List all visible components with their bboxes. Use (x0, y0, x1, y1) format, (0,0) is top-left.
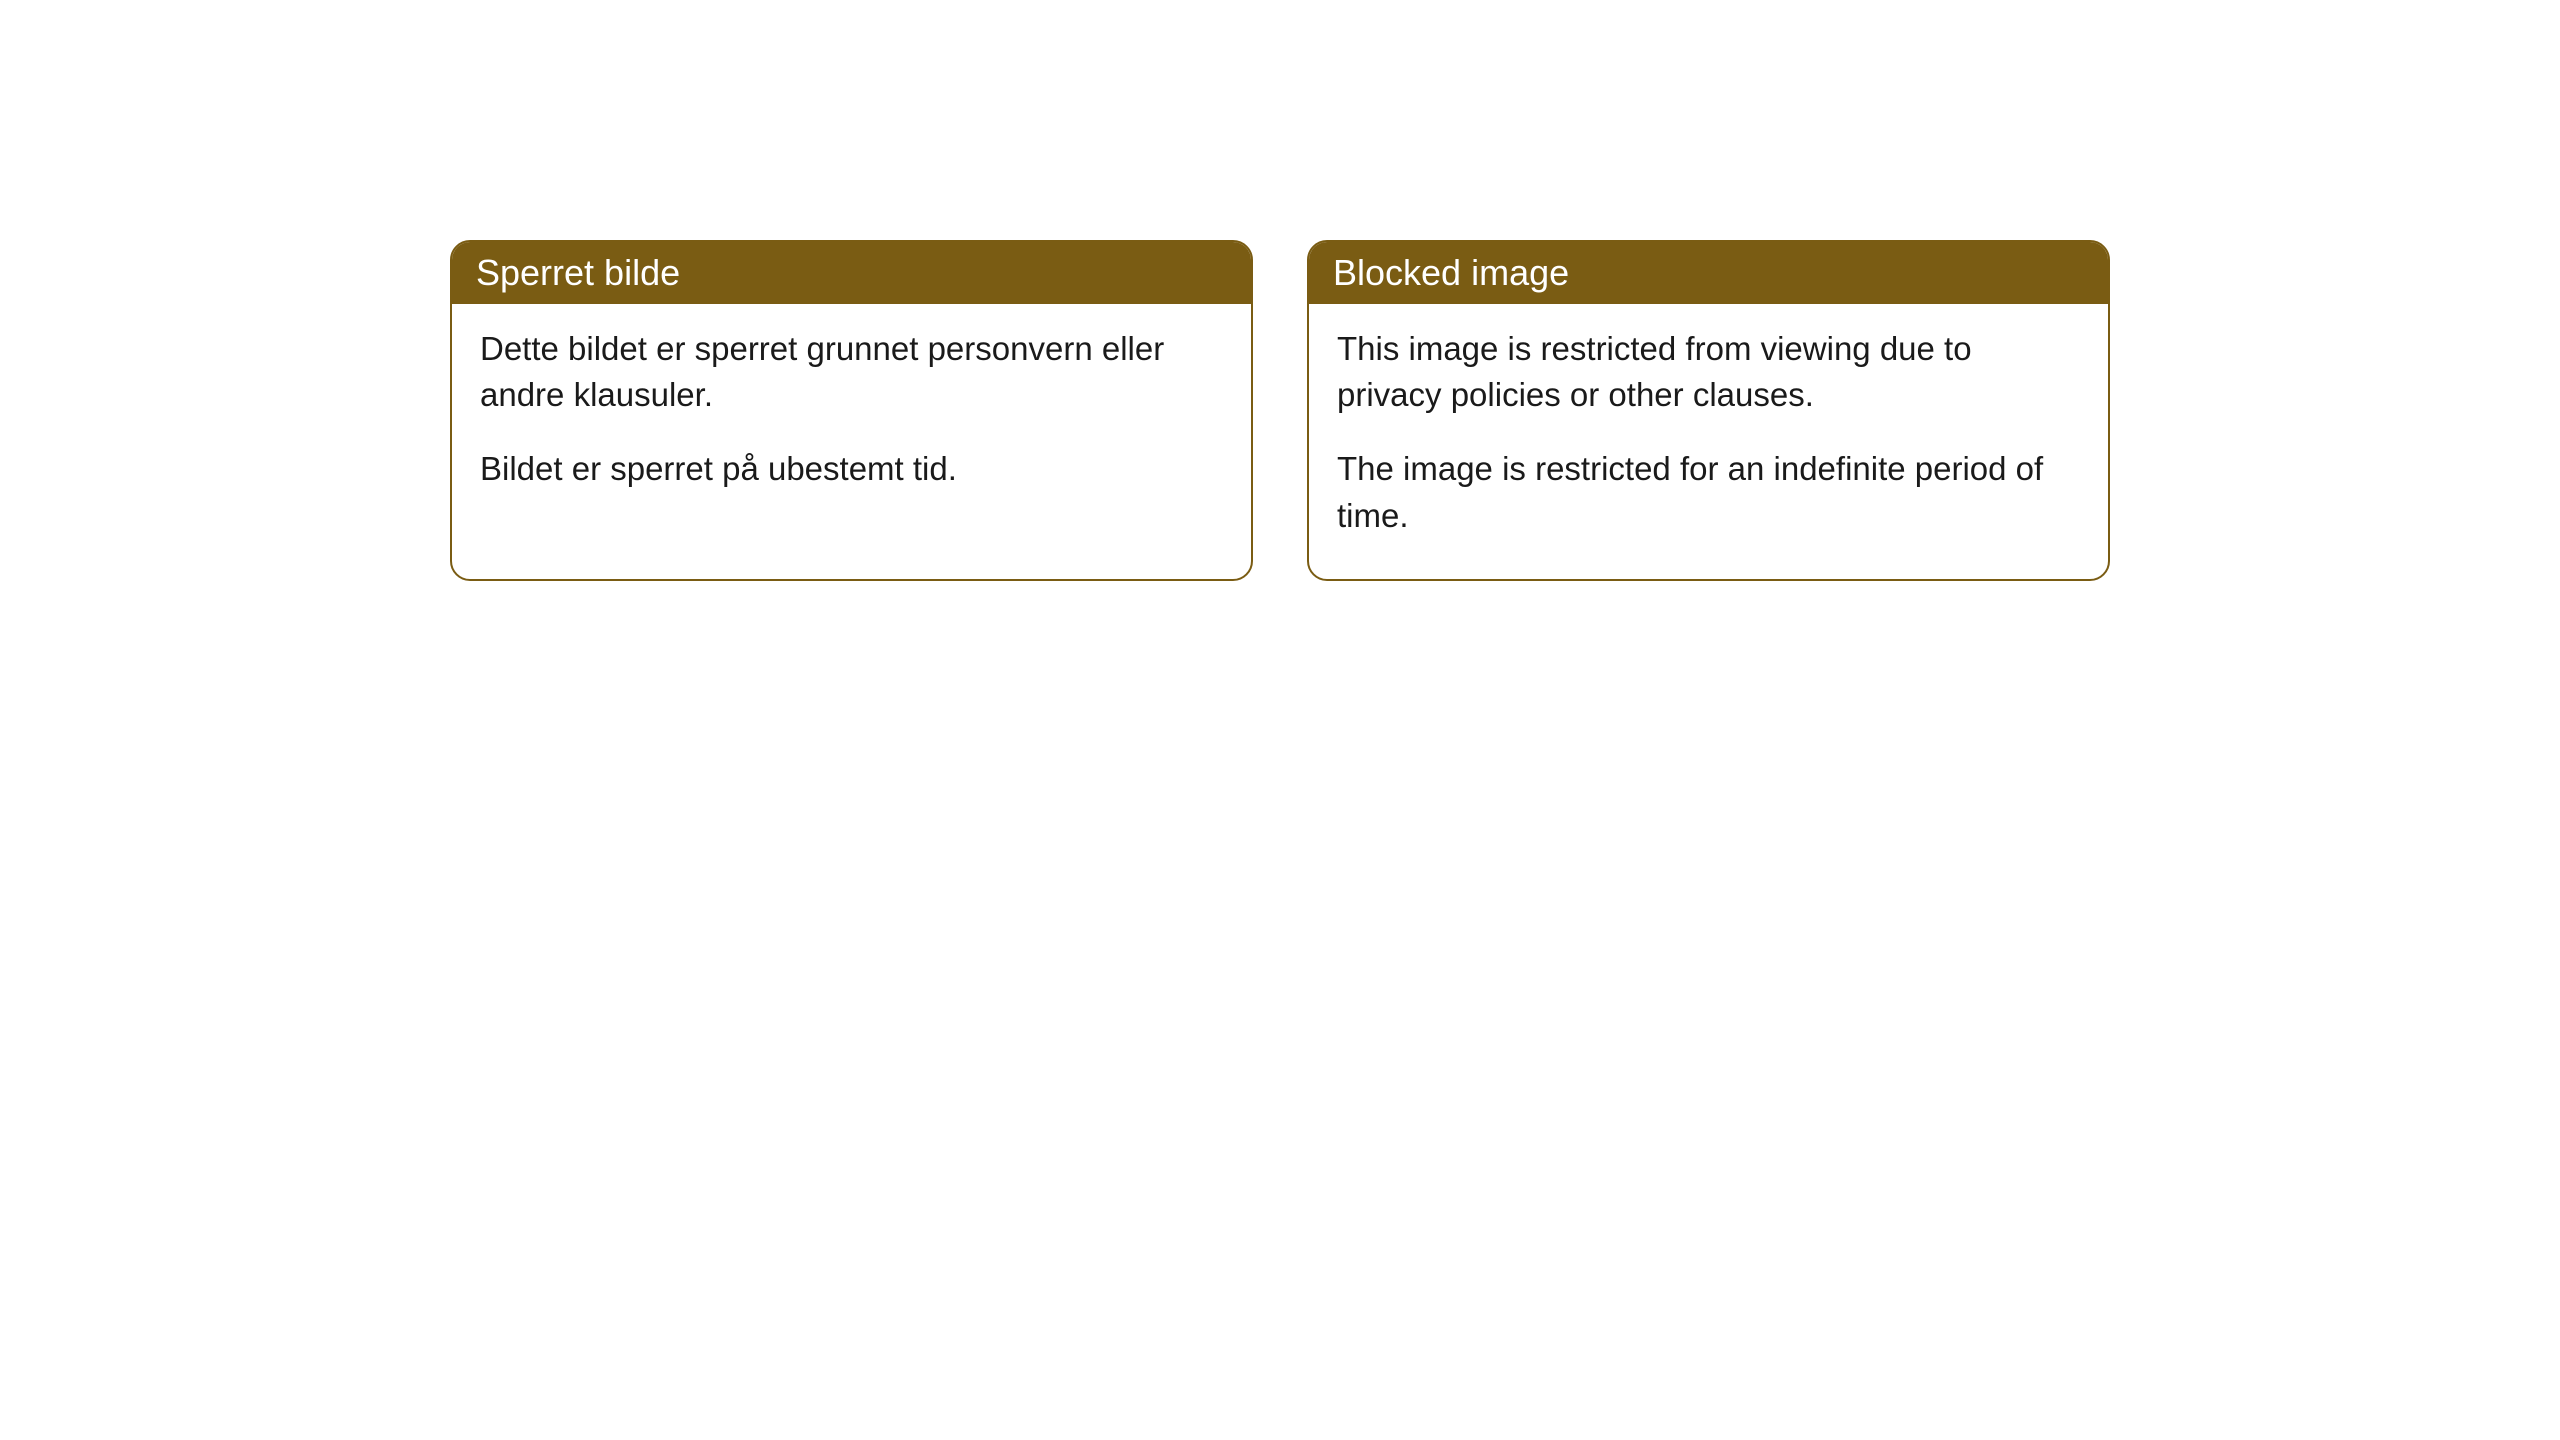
card-header: Sperret bilde (452, 242, 1251, 304)
notice-card-norwegian: Sperret bilde Dette bildet er sperret gr… (450, 240, 1253, 581)
notice-card-english: Blocked image This image is restricted f… (1307, 240, 2110, 581)
card-paragraph: The image is restricted for an indefinit… (1337, 446, 2080, 538)
notice-cards-container: Sperret bilde Dette bildet er sperret gr… (450, 240, 2110, 581)
card-body: This image is restricted from viewing du… (1309, 304, 2108, 579)
card-header: Blocked image (1309, 242, 2108, 304)
card-paragraph: This image is restricted from viewing du… (1337, 326, 2080, 418)
card-paragraph: Bildet er sperret på ubestemt tid. (480, 446, 1223, 492)
card-title: Sperret bilde (476, 252, 680, 293)
card-title: Blocked image (1333, 252, 1569, 293)
card-paragraph: Dette bildet er sperret grunnet personve… (480, 326, 1223, 418)
card-body: Dette bildet er sperret grunnet personve… (452, 304, 1251, 533)
